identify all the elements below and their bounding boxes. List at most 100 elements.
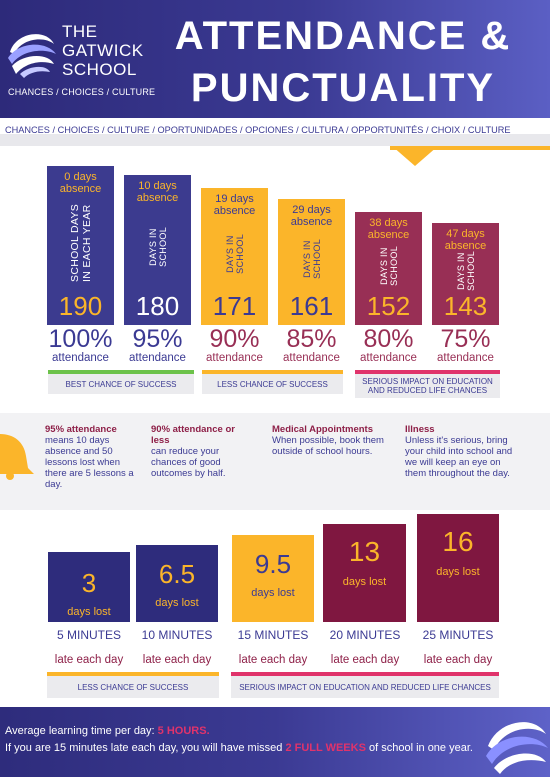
chevron-down-icon [392,146,438,166]
late-each-day-label: late each day [330,654,400,666]
days-lost-value: 9.5 [254,549,292,579]
info-90-body: can reduce your chances of good outcomes… [151,446,226,479]
info-medical-head: Medical Appointments [272,424,373,435]
footer-line1-prefix: Average learning time per day: [5,725,158,737]
school-name-line3: SCHOOL [62,60,137,79]
lateness-block: 6.5 days lost [136,545,218,622]
info-illness-body: Unless it's serious, bring your child in… [405,435,513,479]
days-in-school-label: DAYS IN SCHOOL [355,244,422,287]
days-value: 171 [212,291,257,321]
days-lost-value: 3 [81,568,97,598]
info-95-attendance: 95% attendance means 10 days absence and… [45,424,137,490]
late-each-day-label: late each day [54,654,124,666]
info-illness-head: Illness [405,424,435,435]
info-90-head: 90% attendance or less [151,424,235,446]
band-serious-accent [355,370,500,374]
title-line1: ATTENDANCE & [174,14,512,58]
late-each-day-label: late each day [238,654,308,666]
days-lost-value: 13 [348,536,381,567]
attendance-percent: 80% [363,325,414,353]
bell-icon [0,434,34,480]
days-value: 180 [135,291,180,321]
info-95-head: 95% attendance [45,424,117,435]
days-lost-unit: days lost [342,576,387,588]
band-less: LESS CHANCE OF SUCCESS [202,374,343,394]
attendance-bar [124,175,191,325]
late-each-day-label: late each day [142,654,212,666]
absence-label: 29 days absence [290,204,333,228]
attendance-percent: 100% [48,325,113,353]
footer-line2: If you are 15 minutes late each day, you… [5,742,473,754]
days-in-school-text: DAYS IN SCHOOL [455,251,476,291]
band-serious: SERIOUS IMPACT ON EDUCATION AND REDUCED … [355,374,500,398]
footer-line2-highlight: 2 FULL WEEKS [285,742,366,754]
absence-label: 19 days absence [213,193,256,217]
logo-swirl-icon [486,722,548,774]
info-medical-body: When possible, book them outside of scho… [272,435,384,457]
days-lost-unit: days lost [251,587,295,599]
attendance-bar [47,166,114,325]
days-in-school-text: DAYS IN SCHOOL [224,233,245,274]
attendance-percent: 95% [132,325,183,353]
lateness-block: 16 days lost [417,514,499,622]
days-in-school-text: SCHOOL DAYS IN EACH YEAR [68,203,93,282]
school-tagline: CHANCES / CHOICES / CULTURE [8,87,156,97]
footer-line2-suffix: of school in one year. [365,742,473,754]
header: THE GATWICK SCHOOL CHANCES / CHOICES / C… [0,0,550,118]
days-lost-value: 6.5 [158,559,196,589]
attendance-percent: 75% [440,325,491,353]
late-each-day-label: late each day [423,654,493,666]
footer [0,707,550,777]
days-value: 143 [443,291,488,321]
absence-label: 0 days absence [59,171,102,195]
attendance-label: attendance [283,352,340,364]
days-in-school-label: DAYS IN SCHOOL [278,231,345,287]
title-line2: PUNCTUALITY [190,66,496,110]
attendance-label: attendance [206,352,263,364]
band-best-accent [48,370,194,374]
band-best: BEST CHANCE OF SUCCESS [48,374,194,394]
attendance-percent: 85% [286,325,337,353]
attendance-label: attendance [360,352,417,364]
attendance-percent: 90% [209,325,260,353]
days-value: 152 [366,291,411,321]
absence-label: 38 days absence [367,217,410,241]
minutes-late-label: 10 MINUTES [141,628,213,642]
band-less-accent [202,370,343,374]
attendance-bar [201,188,268,325]
days-in-school-label: DAYS IN SCHOOL [432,251,499,291]
absence-label: 10 days absence [136,180,179,204]
info-90-attendance: 90% attendance or less can reduce your c… [151,424,255,479]
days-lost-unit: days lost [155,597,199,609]
attendance-label: attendance [437,352,494,364]
band-bottom-less-accent [47,672,219,676]
strip-divider [0,134,550,146]
days-in-school-label: DAYS IN SCHOOL [201,220,268,287]
days-lost-value: 16 [442,526,474,557]
days-lost-unit: days lost [67,606,111,618]
footer-line1: Average learning time per day: 5 HOURS. [5,725,210,737]
school-name: THE GATWICK SCHOOL [62,22,162,79]
school-name-line2: GATWICK [62,41,144,60]
band-bottom-serious-accent [231,672,499,676]
info-medical: Medical Appointments When possible, book… [272,424,392,457]
absence-label: 47 days absence [444,228,487,252]
lateness-block: 3 days lost [48,552,130,622]
days-in-school-text: DAYS IN SCHOOL [147,227,168,267]
days-in-school-label: DAYS IN SCHOOL [124,207,191,287]
days-in-school-label: SCHOOL DAYS IN EACH YEAR [47,198,114,287]
school-name-line1: THE [62,22,98,41]
band-bottom-serious: SERIOUS IMPACT ON EDUCATION AND REDUCED … [231,676,499,698]
info-band [0,413,550,510]
attendance-label: attendance [52,352,109,364]
lateness-block: 13 days lost [323,524,406,622]
footer-line1-highlight: 5 HOURS. [157,725,210,737]
info-95-body: means 10 days absence and 50 lessons los… [45,435,134,490]
logo-swirl-icon [8,34,56,78]
minutes-late-label: 20 MINUTES [329,628,401,642]
multilingual-strip-text: CHANCES / CHOICES / CULTURE / OPORTUNIDA… [5,125,511,135]
days-in-school-text: DAYS IN SCHOOL [378,245,399,286]
minutes-late-label: 25 MINUTES [422,628,494,642]
band-bottom-less: LESS CHANCE OF SUCCESS [47,676,219,698]
